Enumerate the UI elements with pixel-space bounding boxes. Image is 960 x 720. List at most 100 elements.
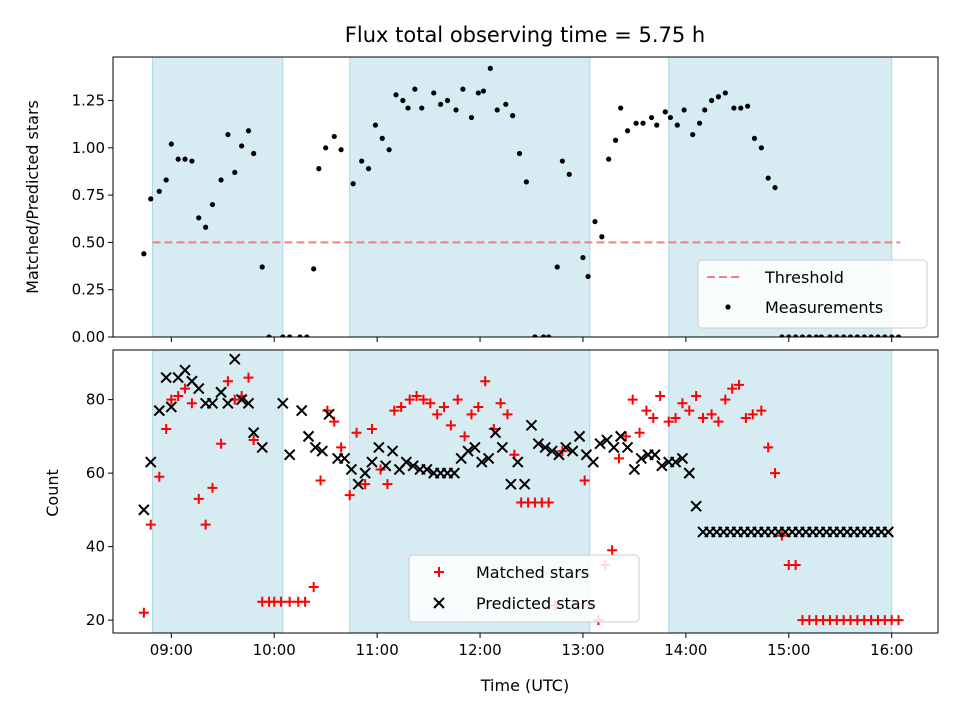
measurement-point (365, 166, 372, 172)
matched-stars-point (404, 394, 415, 405)
predicted-stars-point (560, 441, 572, 454)
measurement-point (566, 171, 572, 177)
matched-stars-point (634, 427, 645, 438)
measurement-point (722, 90, 728, 96)
matched-stars-point (466, 409, 477, 420)
bottom-legend: Matched stars Predicted stars (408, 554, 640, 623)
predicted-stars-point (469, 441, 481, 454)
measurement-point (316, 166, 322, 172)
legend-matched-label: Matched stars (476, 563, 589, 582)
measurement-point (813, 334, 819, 337)
predicted-stars-point (546, 445, 558, 457)
matched-stars-point (411, 390, 422, 401)
measurement-point (245, 128, 252, 134)
measurement-point (799, 334, 806, 337)
measurement-point (690, 131, 696, 138)
predicted-stars-point (683, 467, 696, 479)
bottom-observing-window (152, 350, 283, 633)
predicted-stars-point (587, 456, 599, 468)
measurement-point (239, 143, 245, 149)
matched-stars-point (790, 560, 801, 571)
measurement-point (599, 234, 605, 240)
matched-stars-point (620, 431, 631, 442)
bottom-observing-window (668, 350, 892, 633)
predicted-stars-point (222, 397, 234, 409)
measurement-point (758, 145, 764, 151)
bottom-x-tick-label: 13:00 (561, 641, 604, 659)
measurement-point (453, 107, 459, 113)
measurement-point (847, 334, 854, 337)
predicted-stars-point (489, 426, 502, 439)
matched-stars-point (207, 482, 218, 493)
matched-stars-point (473, 401, 484, 412)
predicted-stars-point (215, 386, 227, 398)
measurement-point (546, 334, 552, 337)
measurement-point (895, 334, 902, 337)
predicted-stars-point (302, 430, 315, 443)
predicted-stars-point (247, 426, 260, 439)
measurement-point (662, 109, 668, 115)
predicted-stars-point (656, 460, 668, 472)
measurement-point (540, 334, 547, 337)
bottom-x-tick-label: 09:00 (150, 641, 193, 659)
measurement-point (765, 175, 771, 181)
predicted-stars-point (421, 463, 433, 476)
predicted-stars-point (532, 438, 545, 450)
measurement-point (259, 264, 265, 270)
predicted-stars-point (476, 456, 488, 468)
predicted-stars-point (352, 478, 364, 490)
predicted-stars-point (206, 397, 219, 409)
matched-stars-point (627, 394, 638, 405)
matched-stars-point (648, 412, 659, 423)
predicted-stars-point (614, 430, 627, 443)
measurement-point (612, 137, 619, 143)
measurement-point (419, 105, 425, 111)
measurement-point (648, 114, 655, 121)
matched-stars-point (893, 615, 904, 626)
measurement-point (708, 97, 715, 104)
predicted-stars-point (690, 500, 702, 512)
measurement-point (624, 128, 631, 134)
measurement-point (437, 101, 444, 107)
matched-stars-point (613, 453, 624, 464)
top-y-tick-label: 1.00 (72, 139, 105, 157)
matched-stars-point (360, 479, 371, 490)
top-axes-frame (112, 56, 939, 338)
measurement-point (141, 251, 147, 257)
measurement-point (696, 120, 703, 126)
predicted-stars-point (594, 438, 606, 450)
measurement-point (674, 122, 680, 128)
bottom-x-tick-label: 16:00 (870, 641, 913, 659)
matched-stars-point (173, 390, 184, 401)
measurement-point (412, 86, 418, 92)
measurement-point (494, 107, 500, 113)
measurement-point (861, 334, 867, 337)
predicted-stars-point (338, 452, 351, 465)
matched-stars-point (720, 394, 731, 405)
predicted-stars-point (621, 441, 634, 454)
measurement-point (182, 156, 188, 162)
measurement-point (633, 120, 639, 126)
measurement-point (225, 131, 231, 138)
top-y-tick-label: 1.25 (72, 92, 105, 110)
legend-predicted-swatch (433, 597, 445, 609)
measurement-point (311, 266, 317, 272)
predicted-stars-point (165, 401, 178, 413)
measurement-point (338, 147, 344, 153)
measurement-point (444, 97, 451, 104)
predicted-stars-point (649, 449, 661, 461)
predicted-stars-point (525, 419, 538, 432)
measurement-point (203, 224, 209, 230)
predicted-stars-point (359, 467, 371, 479)
predicted-stars-point (316, 445, 328, 457)
matched-stars-point (734, 379, 745, 390)
predicted-stars-point (676, 452, 689, 465)
predicted-stars-point (462, 445, 474, 457)
measurement-point (702, 107, 708, 113)
matched-stars-point (747, 409, 758, 420)
measurement-point (475, 90, 481, 96)
measurement-point (640, 120, 646, 126)
predicted-stars-point (373, 441, 385, 454)
matched-stars-point (706, 409, 717, 420)
